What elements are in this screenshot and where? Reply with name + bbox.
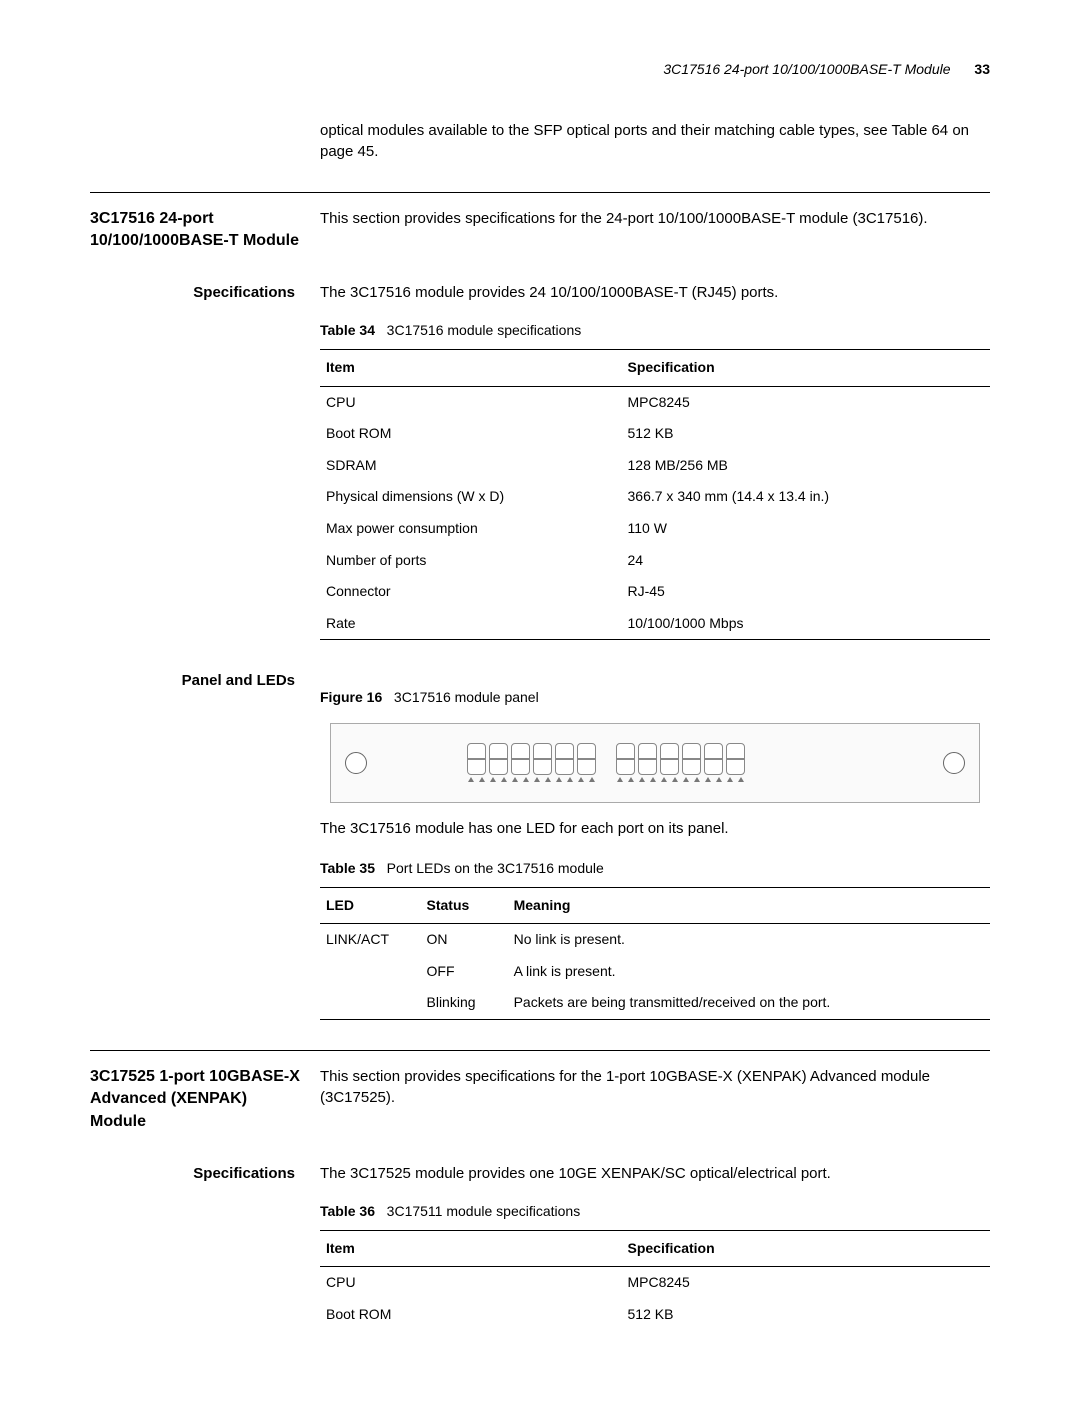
subsection-label: Panel and LEDs [90,670,320,1020]
table-row: OFF A link is present. [320,956,990,988]
header-title: 3C17516 24-port 10/100/1000BASE-T Module [663,61,950,77]
table-row: Number of ports24 [320,545,990,577]
table36-title: 3C17511 module specifications [387,1203,581,1219]
subsection-label: Specifications [90,1163,320,1330]
panel-screw-icon [943,752,965,774]
page-number: 33 [974,61,990,77]
table35-title: Port LEDs on the 3C17516 module [387,860,604,876]
section-heading: 3C17525 1-port 10GBASE-X Advanced (XENPA… [90,1066,320,1133]
table-row: LINK/ACT ON No link is present. [320,924,990,956]
figure16-label: Figure 16 [320,689,382,705]
table34: Item Specification CPUMPC8245 Boot ROM51… [320,349,990,640]
table35-col2: Meaning [508,887,990,924]
table35-label: Table 35 [320,860,375,876]
table-row: Max power consumption110 W [320,513,990,545]
port-block-right [616,743,745,782]
table36-col1: Specification [622,1230,991,1267]
table34-col0: Item [320,349,622,386]
table35-caption: Table 35 Port LEDs on the 3C17516 module [320,859,990,879]
section-heading: 3C17516 24-port 10/100/1000BASE-T Module [90,208,320,253]
port-block-left [467,743,596,782]
table35-col0: LED [320,887,421,924]
page-header: 3C17516 24-port 10/100/1000BASE-T Module… [90,60,990,80]
table35-col1: Status [421,887,508,924]
table36: Item Specification CPUMPC8245 Boot ROM51… [320,1230,990,1331]
table-row: Physical dimensions (W x D)366.7 x 340 m… [320,481,990,513]
panel-screw-icon [345,752,367,774]
table-row: Rate10/100/1000 Mbps [320,608,990,640]
panel-after-figure: The 3C17516 module has one LED for each … [320,818,990,839]
spec2-intro: The 3C17525 module provides one 10GE XEN… [320,1163,990,1184]
section-body: This section provides specifications for… [320,1066,990,1133]
table36-col0: Item [320,1230,622,1267]
table34-title: 3C17516 module specifications [387,322,582,338]
intro-paragraph: optical modules available to the SFP opt… [320,120,990,162]
spec1-intro: The 3C17516 module provides 24 10/100/10… [320,282,990,303]
table-row: CPUMPC8245 [320,1267,990,1299]
table35: LED Status Meaning LINK/ACT ON No link i… [320,887,990,1020]
figure16-caption: Figure 16 3C17516 module panel [320,688,990,708]
subsection-specifications-1: Specifications The 3C17516 module provid… [90,282,990,640]
subsection-specifications-2: Specifications The 3C17525 module provid… [90,1163,990,1330]
table-row: ConnectorRJ-45 [320,576,990,608]
table-row: Boot ROM512 KB [320,1299,990,1331]
table34-label: Table 34 [320,322,375,338]
panel-diagram [330,723,980,803]
table36-label: Table 36 [320,1203,375,1219]
table34-col1: Specification [622,349,991,386]
table-row: Blinking Packets are being transmitted/r… [320,987,990,1019]
table36-caption: Table 36 3C17511 module specifications [320,1202,990,1222]
table34-caption: Table 34 3C17516 module specifications [320,321,990,341]
section-3c17516: 3C17516 24-port 10/100/1000BASE-T Module… [90,192,990,253]
subsection-label: Specifications [90,282,320,640]
table-row: SDRAM128 MB/256 MB [320,450,990,482]
section-3c17525: 3C17525 1-port 10GBASE-X Advanced (XENPA… [90,1050,990,1133]
table-row: Boot ROM512 KB [320,418,990,450]
subsection-panel-leds: Panel and LEDs Figure 16 3C17516 module … [90,670,990,1020]
section-body: This section provides specifications for… [320,208,990,253]
table-row: CPUMPC8245 [320,386,990,418]
figure16-title: 3C17516 module panel [394,689,539,705]
